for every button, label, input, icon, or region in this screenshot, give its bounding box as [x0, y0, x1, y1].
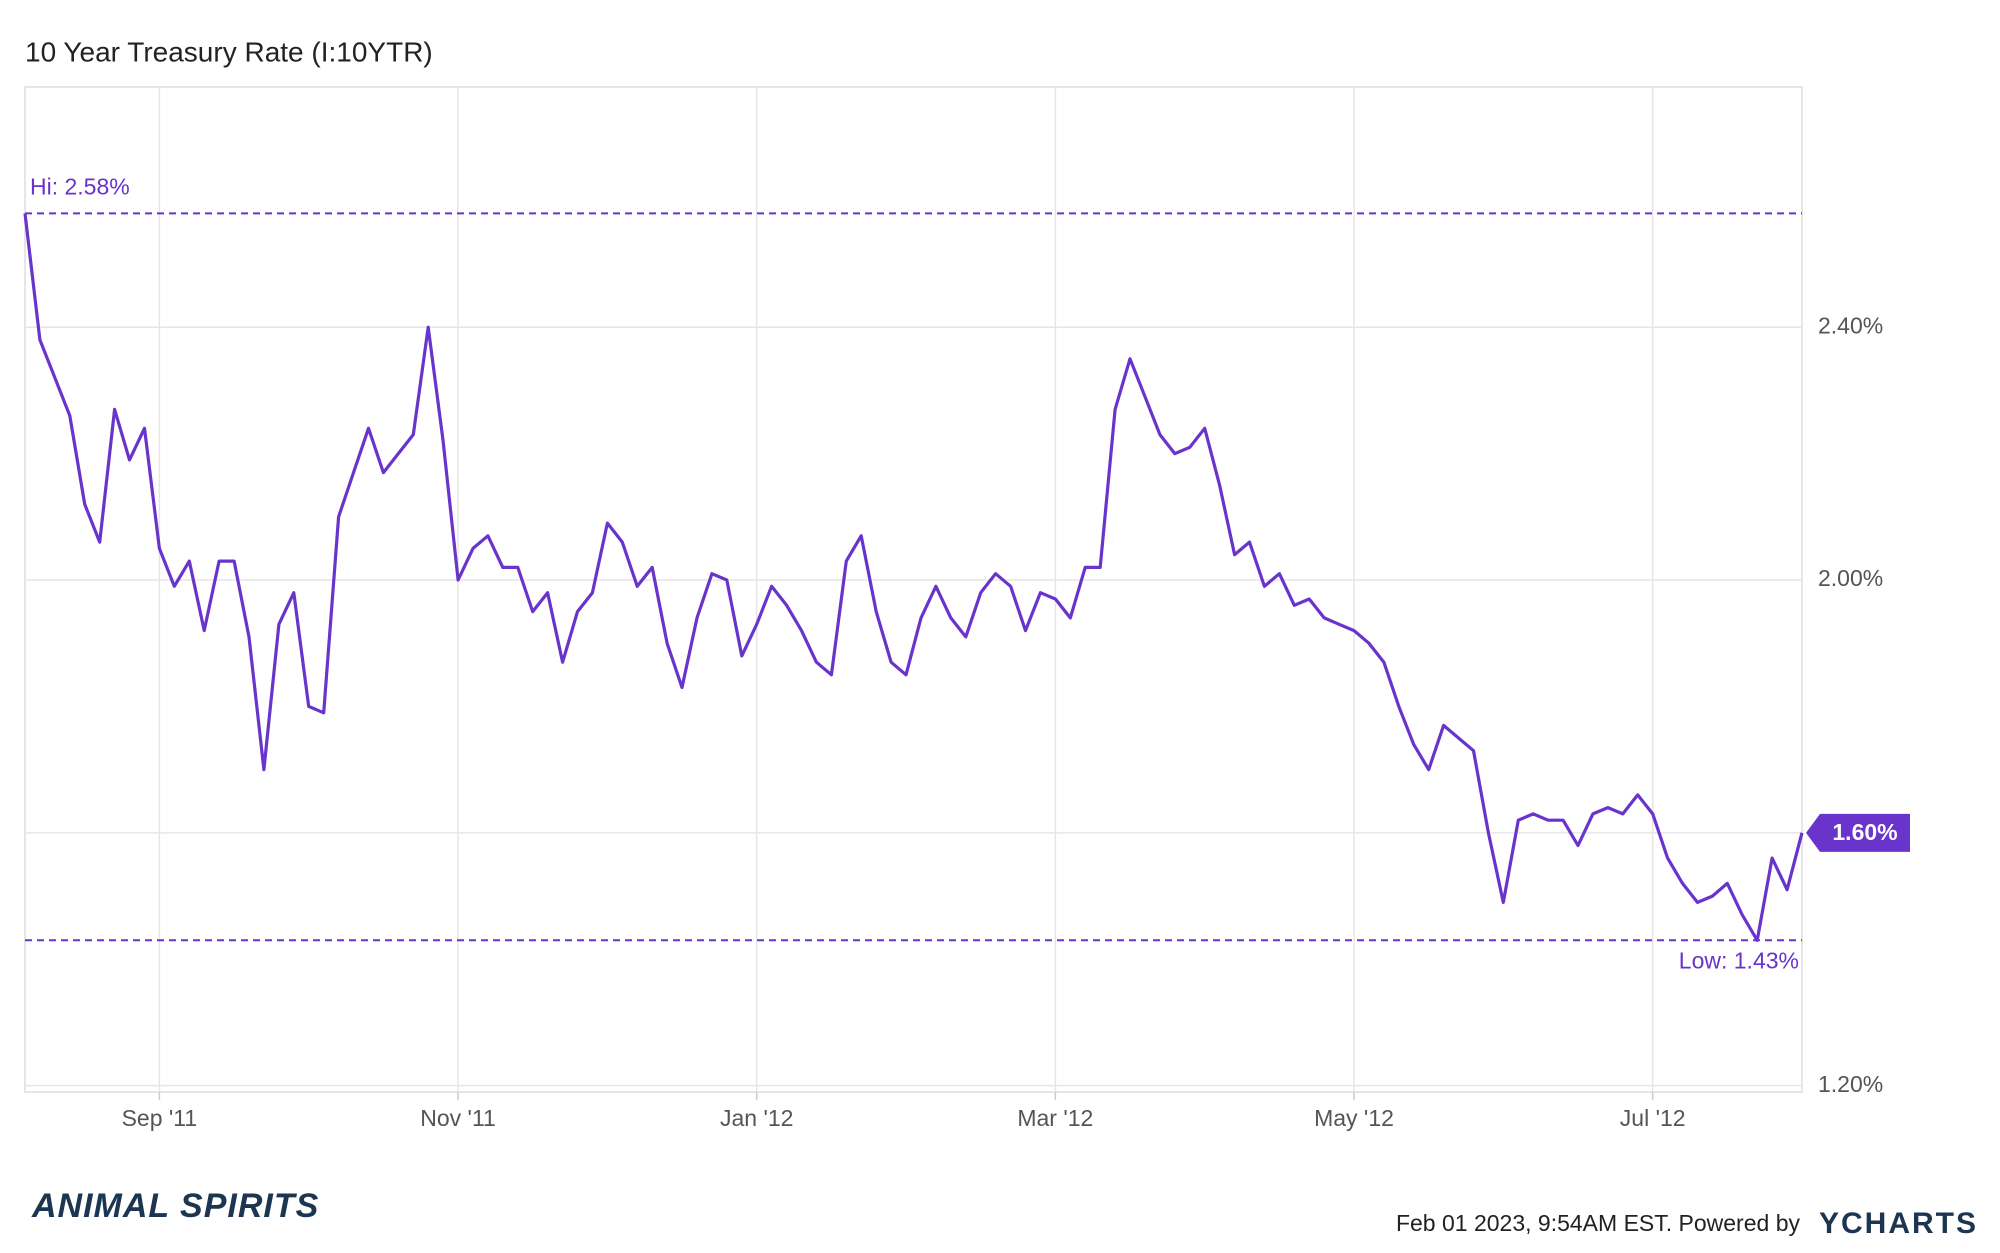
- x-tick-label: Nov '11: [420, 1105, 496, 1131]
- x-tick-label: Sep '11: [122, 1105, 198, 1131]
- chart-title: 10 Year Treasury Rate (I:10YTR): [25, 36, 433, 67]
- reference-label: Hi: 2.58%: [30, 173, 130, 199]
- y-tick-label: 1.20%: [1818, 1071, 1883, 1097]
- plot-frame: [24, 86, 1803, 1093]
- footer-source: YCHARTS: [1819, 1207, 1978, 1240]
- last-value-label: 1.60%: [1832, 819, 1897, 845]
- y-tick-label: 2.00%: [1818, 565, 1883, 591]
- footer-timestamp: Feb 01 2023, 9:54AM EST. Powered by: [1396, 1210, 1801, 1236]
- series-line: [23, 213, 1804, 942]
- x-tick-label: May '12: [1314, 1105, 1394, 1131]
- x-tick-label: Jul '12: [1620, 1105, 1686, 1131]
- x-tick-label: Jan '12: [720, 1105, 793, 1131]
- last-value-badge: [1806, 813, 1910, 852]
- reference-label: Low: 1.43%: [1679, 947, 1799, 973]
- y-tick-label: 2.40%: [1818, 312, 1883, 338]
- brand-logo: ANIMAL SPIRITS: [31, 1187, 319, 1225]
- x-tick-label: Mar '12: [1017, 1105, 1093, 1131]
